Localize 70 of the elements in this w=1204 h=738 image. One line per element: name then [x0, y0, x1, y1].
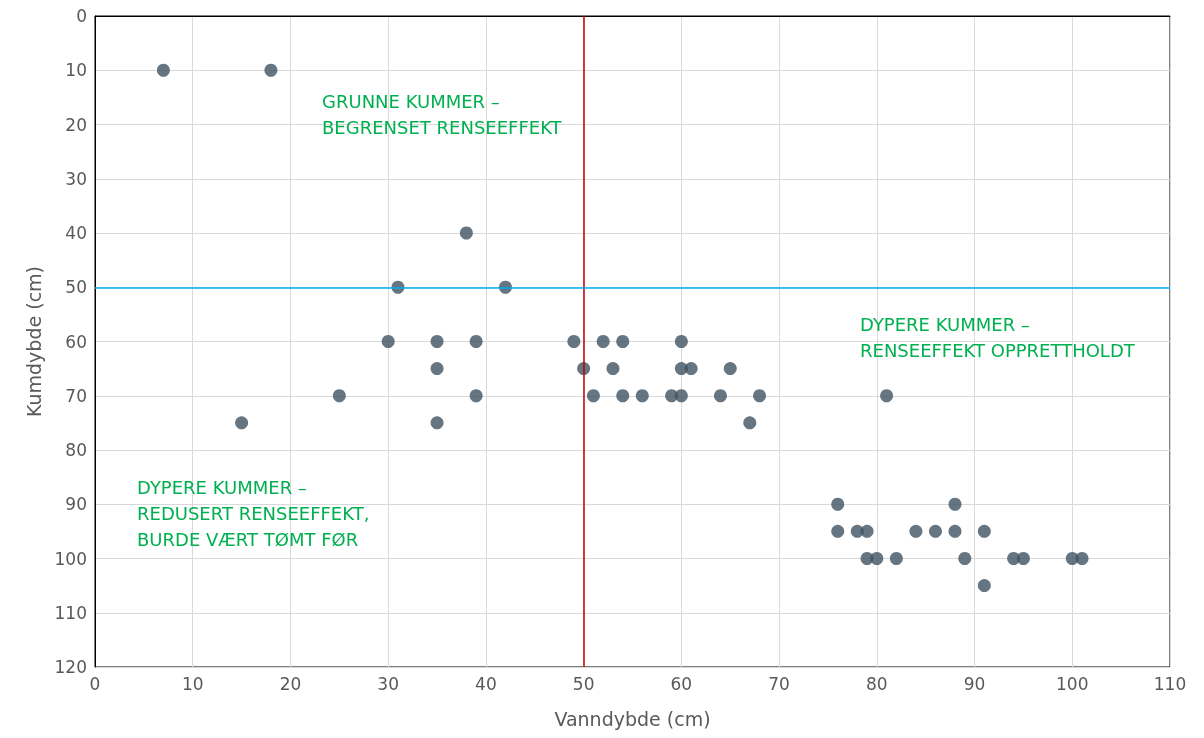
x-tick-label: 110 [1153, 673, 1187, 694]
x-tick-label: 0 [89, 673, 101, 694]
point [459, 226, 473, 240]
x-tick-label: 20 [279, 673, 302, 694]
point [586, 389, 600, 403]
point [948, 524, 962, 538]
point [977, 579, 991, 593]
point [743, 416, 757, 430]
y-tick-label: 30 [65, 168, 87, 189]
point [958, 552, 972, 565]
point [430, 335, 444, 348]
point [753, 389, 767, 403]
point [684, 362, 698, 376]
y-tick-label: 40 [65, 223, 87, 243]
y-tick-label: 0 [76, 6, 87, 26]
point [430, 416, 444, 430]
point [713, 389, 727, 403]
point [616, 335, 630, 348]
x-tick-label: 60 [670, 673, 693, 694]
annotation: DYPERE KUMMER – RENSEEFFEKT OPPRETTHOLDT [860, 313, 1136, 361]
x-tick-label: 80 [866, 673, 888, 694]
y-tick-label: 10 [65, 60, 87, 81]
point [606, 362, 620, 376]
point [831, 524, 845, 538]
point [567, 335, 581, 348]
x-tick-label: 50 [572, 673, 595, 694]
x-tick-label: 40 [475, 673, 497, 694]
x-tick-label: 90 [963, 673, 986, 694]
y-tick-label: 110 [54, 602, 87, 623]
y-tick-label: 70 [65, 385, 87, 406]
y-tick-label: 50 [65, 277, 87, 298]
y-tick-label: 90 [65, 494, 87, 515]
annotation: DYPERE KUMMER – REDUSERT RENSEEFFEKT, BURDE VÆRT TØMT FØR [137, 476, 370, 550]
point [860, 524, 874, 538]
point [596, 335, 610, 348]
y-tick-label: 120 [54, 657, 87, 677]
y-tick-label: 100 [54, 548, 87, 569]
point [977, 524, 991, 538]
point [948, 497, 962, 511]
point [674, 335, 688, 348]
point [928, 524, 942, 538]
x-axis-title: Vanndybde (cm) [554, 707, 711, 730]
point [1016, 552, 1030, 565]
point [469, 335, 483, 348]
y-axis-title: Kumdybde (cm) [22, 266, 45, 417]
point [264, 63, 278, 77]
point [381, 335, 395, 348]
point [1075, 552, 1089, 565]
y-tick-label: 80 [65, 440, 87, 460]
x-tick-label: 70 [768, 673, 790, 694]
point [909, 524, 923, 538]
point [332, 389, 346, 403]
point [156, 63, 170, 77]
point [674, 389, 688, 403]
x-tick-label: 100 [1056, 673, 1089, 694]
annotation: GRUNNE KUMMER – BEGRENSET RENSEEFFEKT [322, 90, 563, 138]
y-tick-label: 60 [65, 331, 87, 352]
point [889, 552, 903, 565]
point [870, 552, 884, 565]
point [831, 497, 845, 511]
point [880, 389, 894, 403]
x-tick-label: 10 [181, 673, 204, 694]
point [469, 389, 483, 403]
point [635, 389, 649, 403]
point [723, 362, 737, 376]
y-tick-label: 20 [65, 114, 87, 135]
point [616, 389, 630, 403]
point [235, 416, 249, 430]
x-tick-label: 30 [377, 673, 399, 694]
point [430, 362, 444, 376]
